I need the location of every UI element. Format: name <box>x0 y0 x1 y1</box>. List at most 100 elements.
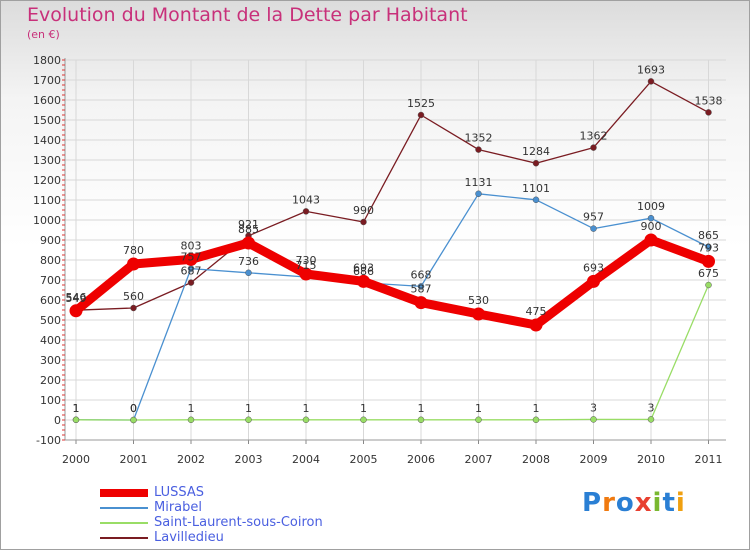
series-line-saint-laurent-sous-coiron <box>75 284 710 421</box>
data-point <box>647 416 655 423</box>
y-tick-label: 1200 <box>33 174 61 187</box>
x-tick-label: 2009 <box>580 453 608 466</box>
data-label: 530 <box>468 294 489 307</box>
legend-swatch-lussas <box>100 489 148 497</box>
data-label: 780 <box>123 244 144 257</box>
data-point <box>360 416 367 424</box>
data-point <box>302 208 310 215</box>
axes: -100010020030040050060070080090010001100… <box>33 54 726 466</box>
data-point <box>187 279 195 286</box>
x-tick-label: 2007 <box>465 453 493 466</box>
data-point <box>417 111 425 119</box>
data-label: 475 <box>526 305 547 318</box>
y-tick-label: 800 <box>40 254 61 267</box>
data-point <box>414 296 428 310</box>
data-point <box>644 233 658 247</box>
data-label: 1 <box>73 402 80 415</box>
data-label: 1 <box>245 402 252 415</box>
legend: LUSSAS Mirabel Saint-Laurent-sous-Coiron… <box>100 485 360 546</box>
x-tick-label: 2008 <box>522 453 550 466</box>
data-label: 793 <box>698 241 719 254</box>
y-tick-label: 1400 <box>33 134 61 147</box>
data-point <box>587 274 600 288</box>
data-label: 1101 <box>522 182 550 195</box>
data-point <box>475 416 482 424</box>
data-point <box>472 307 485 321</box>
grid-lines <box>65 59 726 441</box>
chart-title: Evolution du Montant de la Dette par Hab… <box>27 4 468 26</box>
legend-item-saint-laurent: Saint-Laurent-sous-Coiron <box>100 515 360 531</box>
legend-item-lussas: LUSSAS <box>100 485 360 501</box>
series-line-lussas <box>71 235 713 330</box>
y-tick-label: 1700 <box>33 74 61 87</box>
data-label: 549 <box>66 292 87 305</box>
series-line-mirabel <box>75 193 710 421</box>
proxiti-logo: Proxiti <box>582 488 686 518</box>
data-point <box>475 146 482 153</box>
data-label: 921 <box>238 218 259 231</box>
data-point <box>72 416 80 424</box>
data-label: 687 <box>181 265 202 278</box>
data-label: 715 <box>296 259 317 272</box>
data-label: 686 <box>353 265 374 278</box>
x-tick-label: 2001 <box>120 453 148 466</box>
data-label: 1538 <box>695 94 723 107</box>
data-point <box>130 304 137 312</box>
data-label: 957 <box>583 211 604 224</box>
data-point <box>647 78 655 85</box>
x-tick-label: 2011 <box>695 453 723 466</box>
x-tick-label: 2006 <box>407 453 435 466</box>
data-label: 865 <box>698 229 719 242</box>
data-point <box>184 252 198 266</box>
y-tick-label: 400 <box>40 334 61 347</box>
data-label: 1352 <box>465 132 493 145</box>
data-label: 990 <box>353 204 374 217</box>
data-point <box>245 416 252 424</box>
data-label: 546 <box>66 291 87 304</box>
data-point <box>302 416 310 424</box>
legend-label-saint-laurent: Saint-Laurent-sous-Coiron <box>154 515 323 530</box>
chart-subtitle: (en €) <box>27 28 60 41</box>
data-label: 1 <box>73 402 80 415</box>
data-label: 1284 <box>522 145 550 158</box>
data-label: 1009 <box>637 200 665 213</box>
data-labels: 549 5606879211043990152513521284136216931… <box>66 63 723 415</box>
data-point <box>532 416 540 424</box>
legend-label-mirabel: Mirabel <box>154 500 203 515</box>
x-tick-label: 2000 <box>62 453 90 466</box>
data-point <box>590 225 597 232</box>
y-tick-label: 200 <box>40 374 61 387</box>
data-point <box>702 254 715 268</box>
data-label: 803 <box>181 239 202 252</box>
data-point <box>69 304 83 318</box>
data-label: 1043 <box>292 193 320 206</box>
legend-swatch-saint-laurent <box>100 522 148 524</box>
data-point <box>245 269 252 277</box>
data-label: 757 <box>181 251 202 264</box>
y-tick-label: 1800 <box>33 54 61 67</box>
y-tick-label: 100 <box>40 394 61 407</box>
data-label: 900 <box>641 220 662 233</box>
data-label: 1 <box>418 402 425 415</box>
x-tick-label: 2003 <box>235 453 263 466</box>
legend-label-lavilledieu: Lavilledieu <box>154 530 224 545</box>
series-lines <box>69 78 715 424</box>
data-label: 736 <box>238 255 259 268</box>
data-point <box>705 109 712 116</box>
data-point <box>357 274 370 288</box>
y-tick-label: 500 <box>40 314 61 327</box>
data-point <box>242 236 255 250</box>
y-tick-label: 300 <box>40 354 61 367</box>
x-tick-label: 2004 <box>292 453 320 466</box>
y-tick-label: 1600 <box>33 94 61 107</box>
y-tick-label: 0 <box>54 414 61 427</box>
x-tick-label: 2010 <box>637 453 665 466</box>
y-tick-label: 600 <box>40 294 61 307</box>
data-label: 675 <box>698 267 719 280</box>
data-label: 885 <box>238 223 259 236</box>
x-tick-label: 2005 <box>350 453 378 466</box>
data-label: 1693 <box>637 63 665 76</box>
data-point <box>360 218 367 226</box>
data-point <box>647 214 655 222</box>
